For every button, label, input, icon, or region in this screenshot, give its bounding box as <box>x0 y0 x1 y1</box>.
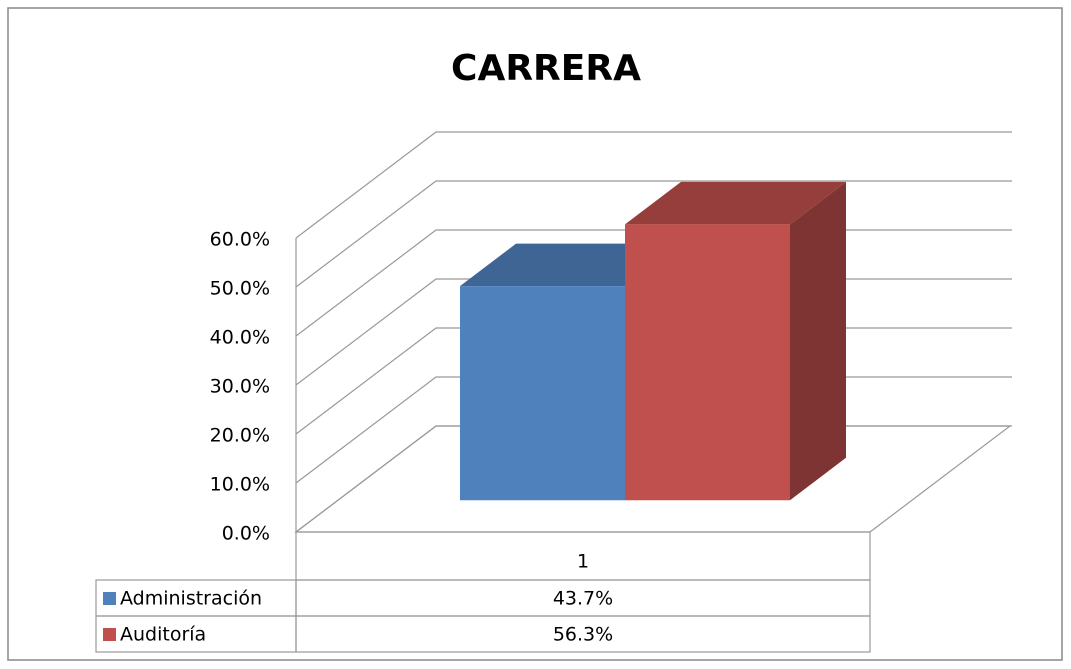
table-value: 43.7% <box>553 588 613 610</box>
bar-front <box>625 224 790 501</box>
table-value: 56.3% <box>553 624 613 646</box>
grid-line <box>295 180 1012 288</box>
grid-line <box>295 131 1012 239</box>
legend-swatch <box>103 592 116 605</box>
y-tick-label: 30.0% <box>210 376 270 398</box>
legend-label: Auditoría <box>120 624 206 646</box>
legend-swatch <box>103 628 116 641</box>
bar-top <box>625 181 846 225</box>
y-tick-label: 60.0% <box>210 229 270 251</box>
chart-title: CARRERA <box>451 48 641 89</box>
bar-side <box>790 181 846 501</box>
y-tick-label: 50.0% <box>210 278 270 300</box>
category-label: 1 <box>577 551 589 573</box>
y-tick-label: 40.0% <box>210 327 270 349</box>
legend-label: Administración <box>120 588 262 610</box>
y-tick-label: 0.0% <box>222 523 270 545</box>
table-value-cell <box>295 615 871 653</box>
bar <box>625 181 846 501</box>
y-tick-label: 10.0% <box>210 474 270 496</box>
y-tick-label: 20.0% <box>210 425 270 447</box>
bar-front <box>460 286 625 501</box>
